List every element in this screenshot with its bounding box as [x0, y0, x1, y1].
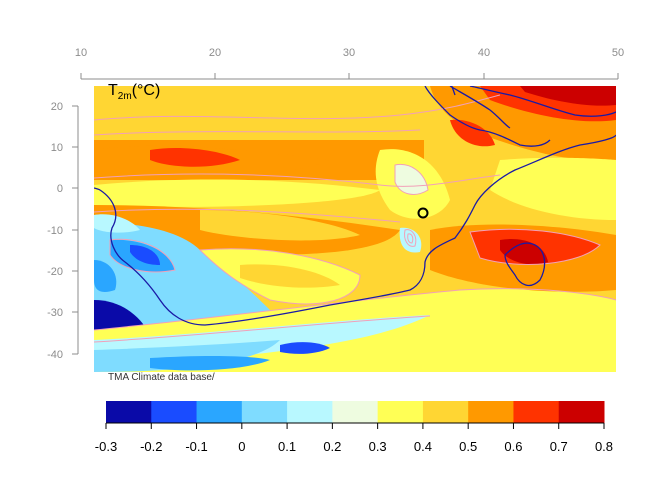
lat-tick-label: -10: [47, 225, 63, 237]
legend-swatch: [558, 401, 605, 423]
lon-tick-label: 30: [343, 47, 355, 59]
title-subscript: 2m: [118, 91, 132, 102]
legend-label: 0.4: [414, 439, 432, 454]
title-unit: (°C): [132, 82, 161, 99]
lon-tick-label: 10: [75, 47, 87, 59]
temperature-field: [94, 86, 616, 372]
legend-label: -0.3: [95, 439, 117, 454]
lat-tick-label: -30: [47, 307, 63, 319]
legend-label: 0.8: [595, 439, 613, 454]
legend-swatch: [106, 401, 152, 423]
legend-swatch: [241, 401, 288, 423]
legend-label: 0.2: [323, 439, 341, 454]
legend-swatch: [422, 401, 469, 423]
legend-label: 0.7: [550, 439, 568, 454]
contour-lines: [94, 94, 616, 343]
legend-swatch: [287, 401, 333, 423]
legend-label: 0.1: [278, 439, 296, 454]
legend-swatch: [377, 401, 424, 423]
axes: [72, 73, 619, 355]
title-main: T: [108, 82, 118, 99]
legend-label: 0: [238, 439, 245, 454]
lon-tick-label: 50: [612, 47, 624, 59]
legend-swatch: [513, 401, 560, 423]
credit-text: TMA Climate data base/: [108, 372, 215, 383]
legend-swatch: [468, 401, 514, 423]
lat-tick-label: -20: [47, 266, 63, 278]
map-title: T2m(°C): [108, 82, 160, 102]
legend-label: -0.1: [185, 439, 207, 454]
coastlines: [94, 86, 616, 326]
lon-tick-label: 20: [209, 47, 221, 59]
lat-tick-label: -40: [47, 349, 63, 361]
legend-label: -0.2: [140, 439, 162, 454]
lon-tick-label: 40: [478, 47, 490, 59]
station-marker[interactable]: [417, 207, 429, 219]
lat-tick-label: 20: [51, 101, 63, 113]
legend-swatch: [196, 401, 243, 423]
legend-swatch: [332, 401, 379, 423]
legend-label: 0.3: [369, 439, 387, 454]
lat-tick-label: 0: [57, 183, 63, 195]
legend-swatch: [151, 401, 198, 423]
legend-label: 0.5: [459, 439, 477, 454]
legend-label: 0.6: [504, 439, 522, 454]
lat-tick-label: 10: [51, 142, 63, 154]
color-legend: -0.3 -0.2 -0.1 0 0.1 0.2 0.3 0.4 0.5 0.6 0.7 0.8: [95, 401, 613, 454]
